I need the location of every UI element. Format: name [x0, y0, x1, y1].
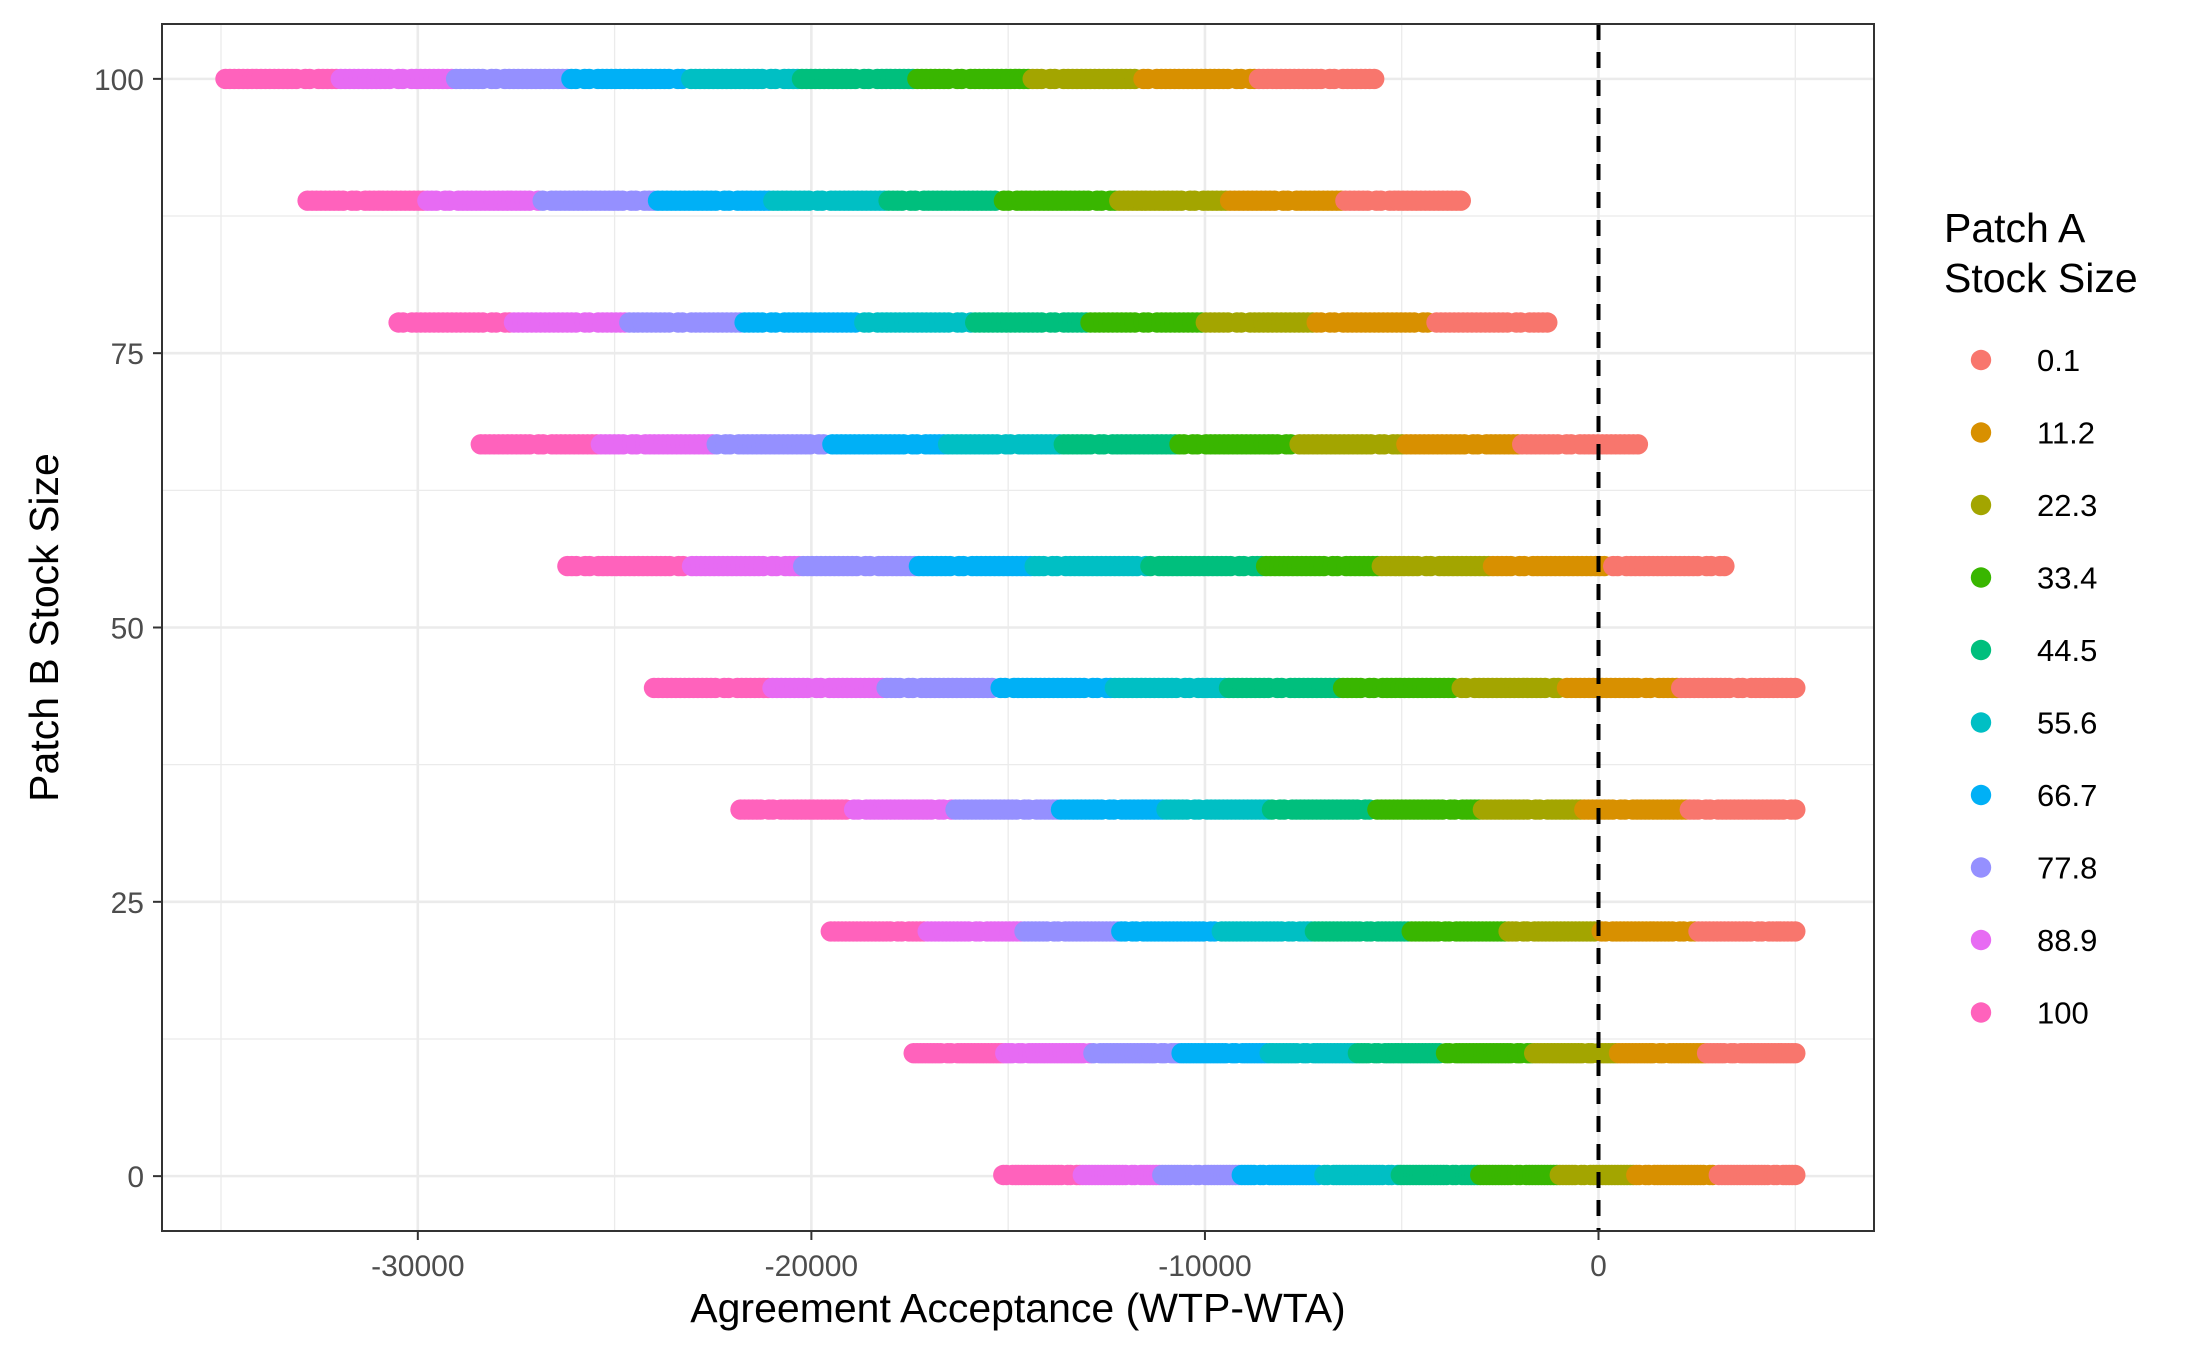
legend-key [1970, 349, 1992, 371]
legend-key [1970, 929, 1992, 951]
y-axis-title: Patch B Stock Size [21, 453, 67, 802]
y-tick-label: 50 [111, 613, 144, 646]
scatter-point [1364, 68, 1385, 90]
y-tick-label: 100 [94, 64, 144, 97]
scatter-point [1785, 921, 1806, 942]
scatter-point [1714, 555, 1735, 577]
scatter-point [1627, 434, 1649, 455]
legend-items: 0.1 11.2 22.3 33.4 44.5 55.6 66.7 77.8 88.9 100 [1970, 343, 2097, 1031]
scatter-point [1450, 190, 1472, 211]
x-tick-label: -20000 [765, 1250, 858, 1283]
legend-label: 44.5 [2037, 633, 2097, 668]
y-tick-label: 0 [127, 1161, 144, 1194]
axis-layer: -30000 -20000 -10000 0 0 25 50 75 100 [94, 64, 1607, 1283]
x-axis-title: Agreement Acceptance (WTP-WTA) [690, 1285, 1345, 1331]
points-layer [215, 68, 1806, 1186]
legend-label: 22.3 [2037, 488, 2097, 523]
legend-key [1970, 567, 1992, 588]
x-tick-label: -30000 [371, 1250, 464, 1283]
legend-label: 88.9 [2037, 923, 2097, 958]
legend-label: 55.6 [2037, 706, 2097, 741]
legend-key [1970, 712, 1992, 733]
legend-label: 0.1 [2037, 343, 2080, 378]
legend-key [1970, 422, 1992, 443]
legend-title-line-2: Stock Size [1944, 255, 2138, 301]
y-tick-label: 75 [111, 338, 144, 371]
x-tick-label: 0 [1590, 1250, 1607, 1283]
scatter-point [1785, 799, 1806, 820]
legend-key [1970, 784, 1992, 806]
legend-key [1970, 639, 1992, 661]
legend: Patch A Stock Size 0.1 11.2 22.3 33.4 44.5 55… [1944, 205, 2138, 1031]
scatter-point [1785, 677, 1806, 699]
legend-key [1970, 494, 1992, 516]
scatter-point [1785, 1043, 1806, 1064]
y-tick-label: 25 [111, 887, 144, 920]
scatter-point [1785, 1164, 1806, 1186]
legend-label: 100 [2037, 996, 2089, 1031]
legend-label: 66.7 [2037, 778, 2097, 813]
x-tick-label: -10000 [1158, 1250, 1251, 1283]
legend-label: 33.4 [2037, 561, 2097, 596]
legend-label: 11.2 [2037, 416, 2095, 451]
scatter-point [1537, 312, 1558, 333]
legend-label: 77.8 [2037, 851, 2097, 886]
legend-title-line-1: Patch A [1944, 205, 2086, 251]
legend-key [1970, 1002, 1992, 1023]
legend-key [1970, 857, 1992, 878]
